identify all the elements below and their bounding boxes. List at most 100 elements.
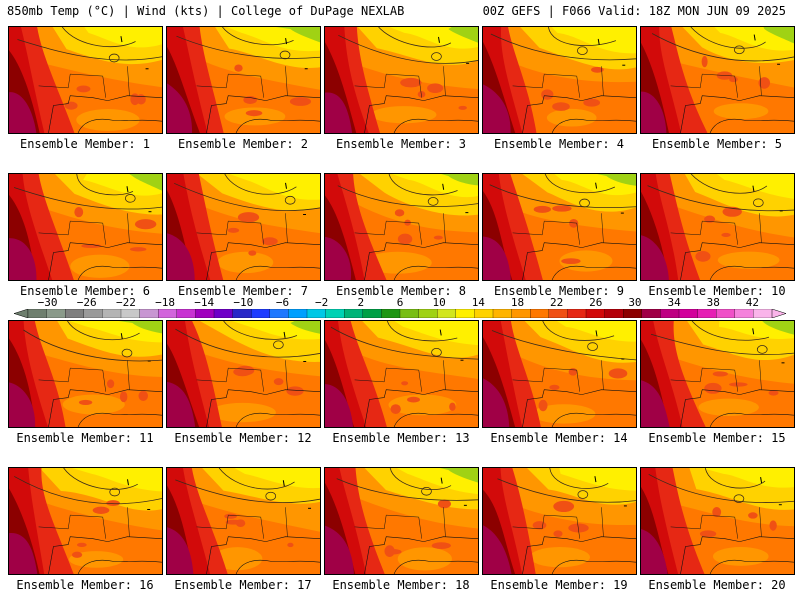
ensemble-member-label: Ensemble Member: 19 <box>490 578 628 592</box>
ensemble-map-6 <box>8 173 163 281</box>
colorbar-tick-label: 30 <box>628 296 642 309</box>
colorbar-bin <box>585 309 606 318</box>
ensemble-member-label: Ensemble Member: 10 <box>648 284 786 298</box>
ensemble-member-label: Ensemble Member: 12 <box>174 431 312 445</box>
colorbar-bin <box>623 309 643 318</box>
colorbar-bin <box>325 309 345 318</box>
colorbar-bin <box>102 309 122 318</box>
map-title: 850mb Temp (°C) | Wind (kts) | College o… <box>7 4 405 18</box>
ensemble-map-1 <box>8 26 163 134</box>
colorbar-tick-label: 22 <box>550 296 564 309</box>
ensemble-member-label: Ensemble Member: 8 <box>335 284 467 298</box>
ensemble-member-label: Ensemble Member: 7 <box>177 284 309 298</box>
colorbar-bin <box>548 309 568 318</box>
colorbar-tick-label: 38 <box>706 296 720 309</box>
ensemble-map-20 <box>640 467 795 575</box>
colorbar-tick-label: 10 <box>432 296 446 309</box>
ensemble-member-label: Ensemble Member: 16 <box>16 578 154 592</box>
ensemble-map-16 <box>8 467 163 575</box>
colorbar-bin <box>660 309 680 318</box>
ensemble-map-7 <box>166 173 321 281</box>
colorbar-high-arrow <box>771 309 786 318</box>
colorbar-bin <box>269 309 289 318</box>
colorbar-bin <box>27 309 48 318</box>
colorbar-bin <box>83 309 103 318</box>
colorbar-tick-label: −18 <box>155 296 175 309</box>
ensemble-member-label: Ensemble Member: 11 <box>16 431 154 445</box>
colorbar-bin <box>697 309 717 318</box>
colorbar-bin <box>437 309 457 318</box>
colorbar-bin <box>213 309 234 318</box>
ensemble-member-label: Ensemble Member: 14 <box>490 431 628 445</box>
temperature-colorbar <box>14 309 786 318</box>
colorbar-bin <box>46 309 66 318</box>
colorbar-tick-label: 34 <box>667 296 681 309</box>
colorbar-bin <box>641 309 661 318</box>
colorbar-tick-label: 42 <box>745 296 760 309</box>
ensemble-member-label: Ensemble Member: 17 <box>174 578 312 592</box>
colorbar-low-arrow <box>14 309 29 318</box>
run-valid-time: 00Z GEFS | F066 Valid: 18Z MON JUN 09 20… <box>482 4 786 18</box>
colorbar-tick-label: 26 <box>589 296 603 309</box>
ensemble-member-label: Ensemble Member: 3 <box>335 137 467 151</box>
colorbar-tick-label: −26 <box>76 296 97 309</box>
ensemble-member-label: Ensemble Member: 2 <box>177 137 309 151</box>
colorbar-bin <box>362 309 382 318</box>
colorbar-bin <box>120 309 141 318</box>
colorbar-bin <box>288 309 308 318</box>
colorbar-tick-label: −2 <box>315 296 329 309</box>
colorbar-bin <box>678 309 699 318</box>
colorbar-tick-label: −30 <box>37 296 58 309</box>
colorbar-bin <box>753 309 773 318</box>
colorbar-tick-label: 14 <box>471 296 485 309</box>
colorbar-bin <box>455 309 475 318</box>
colorbar-bin <box>139 309 159 318</box>
colorbar-tick-label: −6 <box>275 296 290 309</box>
ensemble-map-15 <box>640 320 795 428</box>
ensemble-map-14 <box>482 320 637 428</box>
ensemble-member-label: Ensemble Member: 18 <box>332 578 470 592</box>
colorbar-bin <box>176 309 196 318</box>
ensemble-member-label: Ensemble Member: 9 <box>493 284 625 298</box>
colorbar-bin <box>306 309 327 318</box>
colorbar-bin <box>604 309 624 318</box>
ensemble-member-label: Ensemble Member: 6 <box>19 284 151 298</box>
colorbar-bin <box>567 309 587 318</box>
colorbar-bin <box>195 309 215 318</box>
colorbar-tick-label: 18 <box>510 296 525 309</box>
ensemble-member-label: Ensemble Member: 20 <box>648 578 786 592</box>
colorbar-bin <box>251 309 271 318</box>
colorbar-tick-label: 2 <box>357 296 365 309</box>
ensemble-map-4 <box>482 26 637 134</box>
colorbar-bin <box>399 309 420 318</box>
colorbar-tick-label: −22 <box>115 296 136 309</box>
ensemble-map-18 <box>324 467 479 575</box>
ensemble-map-17 <box>166 467 321 575</box>
colorbar-bin <box>232 309 252 318</box>
ensemble-map-19 <box>482 467 637 575</box>
colorbar-bin <box>65 309 85 318</box>
colorbar-bin <box>344 309 364 318</box>
colorbar-bin <box>734 309 754 318</box>
colorbar-bin <box>511 309 531 318</box>
colorbar-bin <box>158 309 178 318</box>
ensemble-member-label: Ensemble Member: 4 <box>493 137 625 151</box>
colorbar-tick-label: 6 <box>396 296 404 309</box>
colorbar-tick-label: −10 <box>233 296 254 309</box>
ensemble-map-2 <box>166 26 321 134</box>
colorbar-bin <box>716 309 736 318</box>
colorbar-tick-label: −14 <box>194 296 215 309</box>
ensemble-member-label: Ensemble Member: 15 <box>648 431 786 445</box>
colorbar-bin <box>381 309 401 318</box>
ensemble-member-label: Ensemble Member: 13 <box>332 431 470 445</box>
ensemble-map-5 <box>640 26 795 134</box>
colorbar-bin <box>418 309 438 318</box>
ensemble-map-12 <box>166 320 321 428</box>
colorbar-bin <box>474 309 494 318</box>
ensemble-map-9 <box>482 173 637 281</box>
colorbar-labels: −30 −26 −22 −18 −14 −10 −6 −2 2 6 10 14 18 22 26 30 34 38… <box>0 297 800 309</box>
ensemble-map-11 <box>8 320 163 428</box>
ensemble-member-label: Ensemble Member: 1 <box>19 137 151 151</box>
ensemble-map-3 <box>324 26 479 134</box>
ensemble-member-label: Ensemble Member: 5 <box>651 137 783 151</box>
